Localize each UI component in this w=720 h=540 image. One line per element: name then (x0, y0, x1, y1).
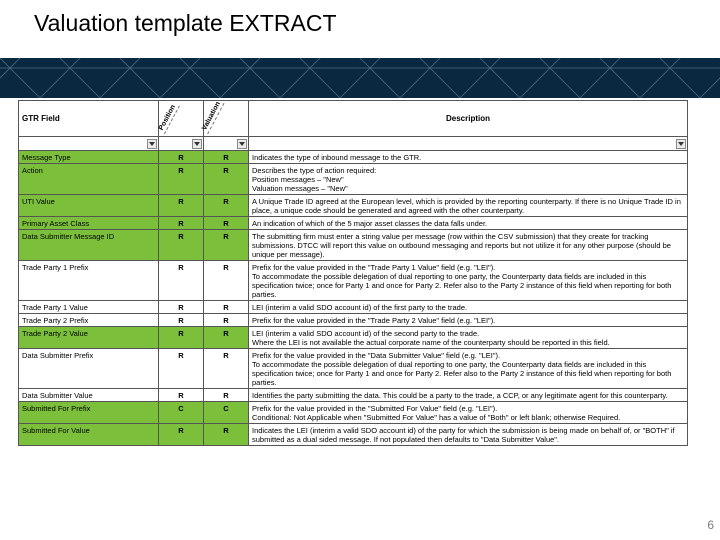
cell-flag-b: R (204, 217, 249, 230)
cell-flag-b: R (204, 164, 249, 195)
cell-desc: Prefix for the value provided in the "Tr… (249, 261, 688, 301)
cell-field: Data Submitter Value (19, 389, 159, 402)
header-valuation: Valuation (204, 101, 249, 137)
cell-desc: LEI (interim a valid SDO account id) of … (249, 301, 688, 314)
table-row: Trade Party 1 PrefixRRPrefix for the val… (19, 261, 688, 301)
cell-desc: Indicates the type of inbound message to… (249, 151, 688, 164)
cell-flag-b: R (204, 261, 249, 301)
cell-flag-b: R (204, 195, 249, 217)
cell-field: UTI Value (19, 195, 159, 217)
cell-flag-a: R (159, 301, 204, 314)
cell-flag-a: R (159, 151, 204, 164)
cell-flag-a: R (159, 164, 204, 195)
table-row: ActionRRDescribes the type of action req… (19, 164, 688, 195)
header-description: Description (249, 101, 688, 137)
cell-desc: Prefix for the value provided in the "Tr… (249, 314, 688, 327)
cell-desc: Prefix for the value provided in the "Da… (249, 349, 688, 389)
filter-cell-col2[interactable] (204, 137, 249, 151)
cell-desc: An indication of which of the 5 major as… (249, 217, 688, 230)
cell-flag-a: R (159, 230, 204, 261)
cell-flag-a: R (159, 389, 204, 402)
cell-desc: The submitting firm must enter a string … (249, 230, 688, 261)
cell-field: Primary Asset Class (19, 217, 159, 230)
filter-dropdown-icon[interactable] (237, 139, 247, 149)
cell-desc: A Unique Trade ID agreed at the European… (249, 195, 688, 217)
header-position: Position (159, 101, 204, 137)
cell-field: Trade Party 2 Value (19, 327, 159, 349)
cell-desc: LEI (interim a valid SDO account id) of … (249, 327, 688, 349)
table-row: Data Submitter ValueRRIdentifies the par… (19, 389, 688, 402)
table-row: Message TypeRRIndicates the type of inbo… (19, 151, 688, 164)
cell-flag-b: R (204, 230, 249, 261)
cell-flag-a: C (159, 402, 204, 424)
cell-field: Message Type (19, 151, 159, 164)
page-title: Valuation template EXTRACT (34, 10, 337, 37)
table-row: Trade Party 1 ValueRRLEI (interim a vali… (19, 301, 688, 314)
cell-flag-b: C (204, 402, 249, 424)
cell-field: Submitted For Value (19, 424, 159, 446)
page-number: 6 (707, 518, 714, 532)
filter-dropdown-icon[interactable] (676, 139, 686, 149)
decorative-banner (0, 58, 720, 98)
cell-desc: Identifies the party submitting the data… (249, 389, 688, 402)
filter-dropdown-icon[interactable] (147, 139, 157, 149)
table-row: Trade Party 2 PrefixRRPrefix for the val… (19, 314, 688, 327)
cell-field: Trade Party 2 Prefix (19, 314, 159, 327)
cell-flag-b: R (204, 314, 249, 327)
filter-cell-desc[interactable] (249, 137, 688, 151)
table-row: Submitted For ValueRRIndicates the LEI (… (19, 424, 688, 446)
cell-field: Trade Party 1 Value (19, 301, 159, 314)
cell-field: Data Submitter Message ID (19, 230, 159, 261)
cell-flag-a: R (159, 424, 204, 446)
filter-cell-col1[interactable] (159, 137, 204, 151)
cell-desc: Indicates the LEI (interim a valid SDO a… (249, 424, 688, 446)
table-row: Data Submitter PrefixRRPrefix for the va… (19, 349, 688, 389)
cell-flag-a: R (159, 195, 204, 217)
cell-flag-a: R (159, 349, 204, 389)
table-row: UTI ValueRRA Unique Trade ID agreed at t… (19, 195, 688, 217)
cell-flag-a: R (159, 217, 204, 230)
table-row: Primary Asset ClassRRAn indication of wh… (19, 217, 688, 230)
header-field: GTR Field (19, 101, 159, 137)
cell-flag-b: R (204, 349, 249, 389)
cell-field: Data Submitter Prefix (19, 349, 159, 389)
cell-desc: Prefix for the value provided in the "Su… (249, 402, 688, 424)
table-row: Data Submitter Message IDRRThe submittin… (19, 230, 688, 261)
cell-flag-b: R (204, 151, 249, 164)
filter-dropdown-icon[interactable] (192, 139, 202, 149)
cell-flag-b: R (204, 389, 249, 402)
table-row: Trade Party 2 ValueRRLEI (interim a vali… (19, 327, 688, 349)
table-row: Submitted For PrefixCCPrefix for the val… (19, 402, 688, 424)
filter-cell-field[interactable] (19, 137, 159, 151)
cell-flag-b: R (204, 424, 249, 446)
cell-desc: Describes the type of action required: P… (249, 164, 688, 195)
cell-flag-b: R (204, 327, 249, 349)
cell-field: Action (19, 164, 159, 195)
cell-flag-a: R (159, 314, 204, 327)
cell-field: Submitted For Prefix (19, 402, 159, 424)
cell-flag-a: R (159, 327, 204, 349)
cell-flag-a: R (159, 261, 204, 301)
cell-field: Trade Party 1 Prefix (19, 261, 159, 301)
data-table: GTR Field Position Valuation Description… (18, 100, 688, 446)
cell-flag-b: R (204, 301, 249, 314)
